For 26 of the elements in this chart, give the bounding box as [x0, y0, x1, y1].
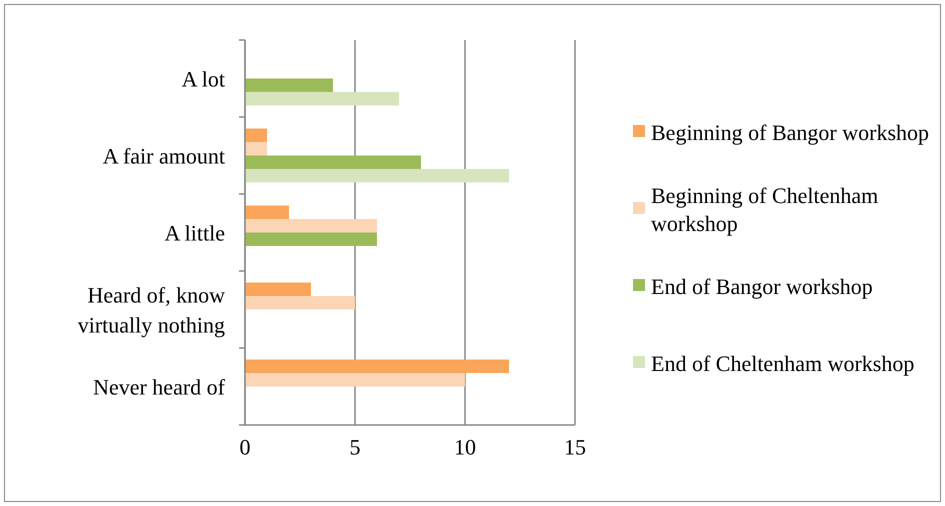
y-tick-label: Heard of, know virtually nothing	[78, 282, 226, 338]
x-tick-label: 0	[240, 434, 250, 460]
y-tick-label: Never heard of	[93, 374, 226, 400]
y-tick-label: A lot	[182, 66, 225, 92]
bar	[245, 282, 311, 296]
y-tick-label: A fair amount	[102, 144, 225, 168]
bar	[245, 92, 399, 106]
bar	[245, 219, 377, 232]
legend-label: End of Bangor workshop	[651, 274, 873, 299]
bar	[245, 168, 509, 182]
x-tick-label: 10	[454, 434, 476, 460]
bar	[245, 296, 355, 310]
bar	[245, 156, 421, 169]
y-tick-label: A little	[164, 220, 225, 246]
legend-label: Beginning of Bangor workshop	[651, 120, 930, 145]
legend-label: End of Cheltenham workshop	[651, 351, 914, 376]
bar	[245, 232, 377, 246]
bar	[245, 206, 289, 220]
bar	[245, 360, 509, 374]
bar	[245, 128, 267, 142]
legend-label: Beginning of Cheltenham workshop	[651, 183, 878, 236]
bar	[245, 373, 465, 386]
bar	[245, 142, 267, 156]
bar	[245, 78, 333, 92]
x-tick-label: 5	[350, 434, 360, 460]
x-tick-label: 15	[564, 434, 586, 460]
